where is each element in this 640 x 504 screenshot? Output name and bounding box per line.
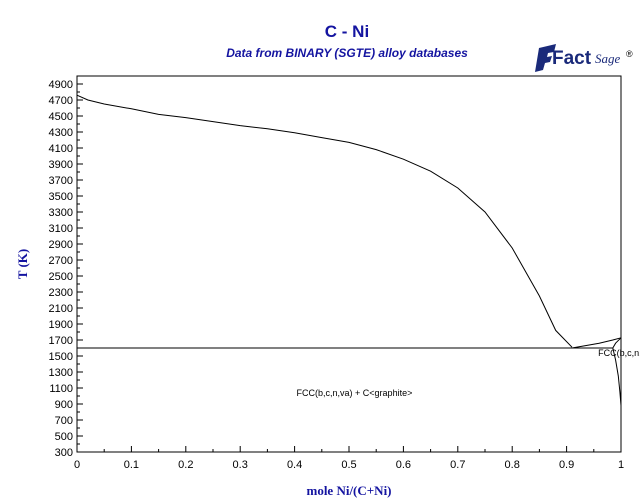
y-axis: 300 500 700 900 1100 1300 1500 1700 1900 2100 2300…: [49, 75, 83, 459]
x-tick-label: 0: [74, 459, 80, 471]
logo-main-text: Fact: [552, 48, 592, 69]
phase-boundaries: [76, 94, 622, 406]
phase-boundary-line-4: [612, 347, 622, 406]
x-tick-label: 0.7: [450, 459, 465, 471]
y-tick-label: 2700: [49, 255, 73, 267]
x-tick-label: 1: [618, 459, 624, 471]
y-tick-label: 300: [55, 447, 73, 459]
y-tick-label: 900: [55, 399, 73, 411]
y-tick-label: 3300: [49, 207, 73, 219]
y-tick-label: 3100: [49, 223, 73, 235]
y-tick-label: 2900: [49, 239, 73, 251]
y-tick-label: 3900: [49, 159, 73, 171]
y-tick-label: 1300: [49, 367, 73, 379]
y-tick-label: 700: [55, 415, 73, 427]
x-tick-label: 0.3: [233, 459, 248, 471]
region-label-1: FCC(b,c,n,va) + C<graphite>: [297, 388, 413, 398]
y-tick-label: 4100: [49, 143, 73, 155]
y-tick-label: 3700: [49, 175, 73, 187]
y-tick-label: 2100: [49, 303, 73, 315]
x-axis-label: mole Ni/(C+Ni): [306, 483, 391, 498]
y-tick-label: 1500: [49, 351, 73, 363]
phase-boundary-line-5: [612, 337, 622, 349]
region-label-2: FCC(b,c,n,va: [598, 348, 640, 358]
y-tick-label: 500: [55, 431, 73, 443]
chart-title: C - Ni: [325, 22, 369, 41]
y-tick-label: 2300: [49, 287, 73, 299]
y-tick-label: 4700: [49, 95, 73, 107]
y-tick-label: 3500: [49, 191, 73, 203]
factsage-logo: Fact Sage ®: [535, 44, 633, 72]
phase-boundary-line-3: [571, 337, 622, 349]
x-tick-label: 0.4: [287, 459, 302, 471]
x-tick-label: 0.8: [505, 459, 520, 471]
chart-subtitle: Data from BINARY (SGTE) alloy databases: [226, 46, 468, 60]
x-tick-label: 0.2: [178, 459, 193, 471]
logo-registered-mark: ®: [626, 49, 633, 59]
y-tick-label: 1700: [49, 335, 73, 347]
x-axis: 0 0.1 0.2 0.3 0.4 0.5 0.6 0.7 0.8 0.9 1: [74, 446, 624, 471]
y-tick-label: 1900: [49, 319, 73, 331]
x-tick-label: 0.5: [341, 459, 356, 471]
y-tick-label: 2500: [49, 271, 73, 283]
x-tick-label: 0.9: [559, 459, 574, 471]
phase-boundary-line-1: [76, 94, 573, 348]
x-tick-label: 0.1: [124, 459, 139, 471]
y-tick-label: 4300: [49, 127, 73, 139]
x-tick-label: 0.6: [396, 459, 411, 471]
y-tick-label: 4900: [49, 79, 73, 91]
logo-sub-text: Sage: [595, 51, 621, 66]
y-tick-label: 1100: [49, 383, 73, 395]
y-tick-label: 4500: [49, 111, 73, 123]
logo-f-mark: [535, 44, 556, 72]
region-labels: FCC(b,c,n,va) + C<graphite> FCC(b,c,n,va: [297, 348, 640, 398]
y-axis-label: T (K): [15, 249, 30, 279]
